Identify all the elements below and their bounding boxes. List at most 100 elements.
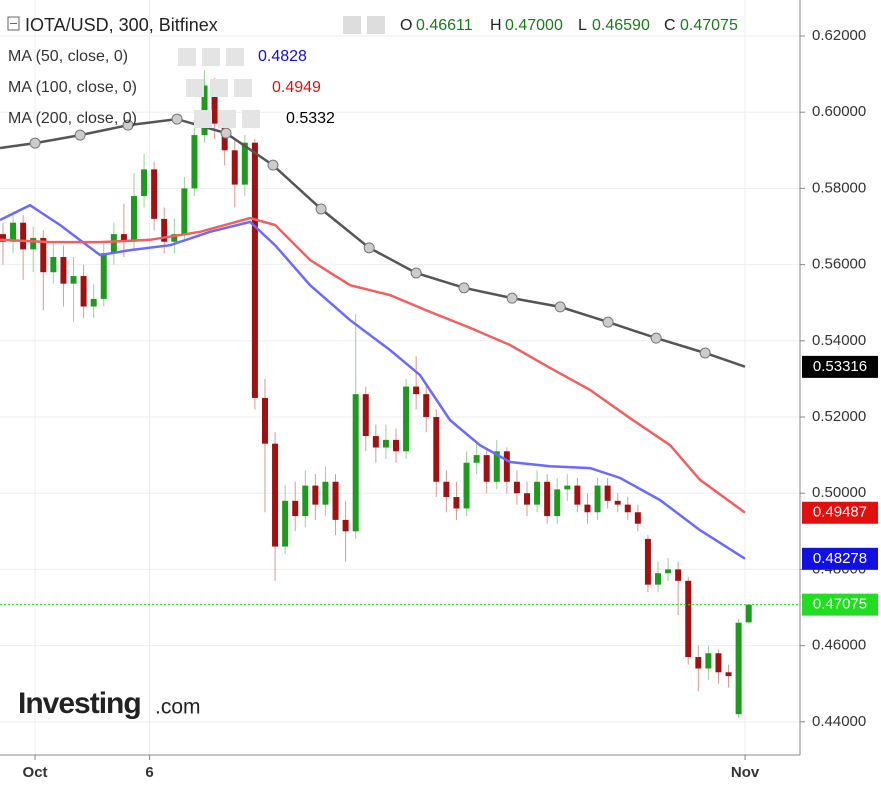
legend-icon[interactable] — [194, 110, 212, 128]
candle-body — [392, 439, 399, 452]
candle-body — [70, 276, 77, 284]
ma-marker — [267, 159, 279, 171]
ma-marker — [458, 282, 470, 294]
candle-body — [130, 196, 137, 242]
candle-body — [725, 672, 732, 677]
logo: Investing .com — [18, 687, 201, 720]
candle-body — [423, 394, 430, 418]
candle-body — [513, 481, 520, 494]
candle-body — [483, 455, 490, 482]
candle-body — [90, 298, 97, 307]
legend-value: 0.4949 — [272, 79, 321, 96]
high-label: H — [490, 17, 502, 34]
candle-body — [241, 142, 248, 185]
candle-body — [735, 622, 742, 715]
candle-body — [100, 253, 107, 299]
candle-body — [261, 397, 268, 444]
x-tick-label: Oct — [23, 764, 48, 781]
candle-body — [20, 222, 27, 250]
candle-body — [161, 218, 168, 242]
ma-marker — [602, 316, 614, 328]
candle-body — [362, 394, 369, 437]
candle-body — [655, 573, 662, 585]
ma-marker — [29, 137, 41, 149]
candle-body — [705, 653, 712, 669]
legend-icon[interactable] — [178, 48, 196, 66]
candle-body — [80, 276, 87, 307]
legend-name: MA (100, close, 0) — [8, 79, 137, 96]
candle-body — [50, 256, 57, 273]
candle-body — [40, 237, 47, 273]
candle-body — [110, 234, 117, 254]
legend-icon[interactable] — [210, 79, 228, 97]
y-tick-label: 0.46000 — [812, 637, 866, 654]
price-box — [802, 593, 878, 616]
settings-icon[interactable] — [367, 16, 385, 34]
y-tick-label: 0.54000 — [812, 332, 866, 349]
eye-icon[interactable] — [343, 16, 361, 34]
candle-body — [634, 512, 641, 524]
high-value: 0.47000 — [505, 17, 563, 34]
last-value-box — [802, 355, 878, 378]
candle-body — [342, 519, 349, 532]
candle-body — [584, 504, 591, 513]
candle-body — [171, 234, 178, 242]
header: IOTA/USD, 300, Bitfinex O 0.46611 H 0.47… — [7, 15, 738, 35]
symbol: IOTA/USD, 300, Bitfinex — [25, 15, 218, 35]
candle-body — [665, 569, 672, 574]
candle-body — [332, 481, 339, 520]
candle-body — [141, 169, 148, 197]
x-tick-label: Nov — [731, 764, 760, 781]
ma-marker — [220, 127, 232, 139]
ma-marker — [410, 267, 422, 279]
legend-icon[interactable] — [202, 48, 220, 66]
logo-suffix: .com — [155, 696, 201, 719]
last-value-label: 0.48278 — [813, 550, 867, 567]
low-value: 0.46590 — [592, 17, 650, 34]
ma-marker — [506, 292, 518, 304]
price-label: 0.47075 — [813, 596, 867, 613]
legend-name: MA (50, close, 0) — [8, 48, 128, 65]
x-tick-label: 6 — [145, 764, 153, 781]
y-tick-label: 0.56000 — [812, 256, 866, 273]
y-tick-label: 0.50000 — [812, 484, 866, 501]
candle-body — [10, 222, 17, 242]
y-tick-label: 0.62000 — [812, 27, 866, 44]
candle-body — [352, 394, 359, 532]
candle-body — [403, 386, 410, 452]
legend-icon[interactable] — [226, 48, 244, 66]
candle-body — [564, 485, 571, 490]
candle-body — [594, 485, 601, 513]
candle-body — [604, 485, 611, 501]
candle-body — [231, 150, 238, 185]
close-label: C — [664, 17, 676, 34]
candle-body — [191, 135, 198, 189]
collapse-icon[interactable] — [7, 16, 20, 31]
y-tick-label: 0.60000 — [812, 103, 866, 120]
ma-marker — [363, 242, 375, 254]
candle-body — [251, 142, 258, 398]
candle-body — [413, 386, 420, 395]
legend-icon[interactable] — [186, 79, 204, 97]
y-tick-label: 0.52000 — [812, 408, 866, 425]
candle-body — [181, 188, 188, 235]
candle-body — [151, 169, 158, 219]
candle-body — [503, 451, 510, 482]
candle-body — [523, 493, 530, 505]
ma-marker — [699, 347, 711, 359]
candle-body — [745, 604, 752, 623]
legend-icon[interactable] — [218, 110, 236, 128]
last-value-label: 0.53316 — [813, 358, 867, 375]
candle-body — [473, 455, 480, 463]
legend-value: 0.4828 — [258, 48, 307, 65]
candle-body — [695, 657, 702, 669]
legend-icon[interactable] — [242, 110, 260, 128]
candle-body — [382, 439, 389, 448]
ma-line — [0, 216, 746, 514]
legend-icon[interactable] — [234, 79, 252, 97]
candle-body — [372, 436, 379, 448]
candle-body — [574, 485, 581, 505]
last-value-box — [802, 501, 878, 524]
low-label: L — [578, 17, 587, 34]
